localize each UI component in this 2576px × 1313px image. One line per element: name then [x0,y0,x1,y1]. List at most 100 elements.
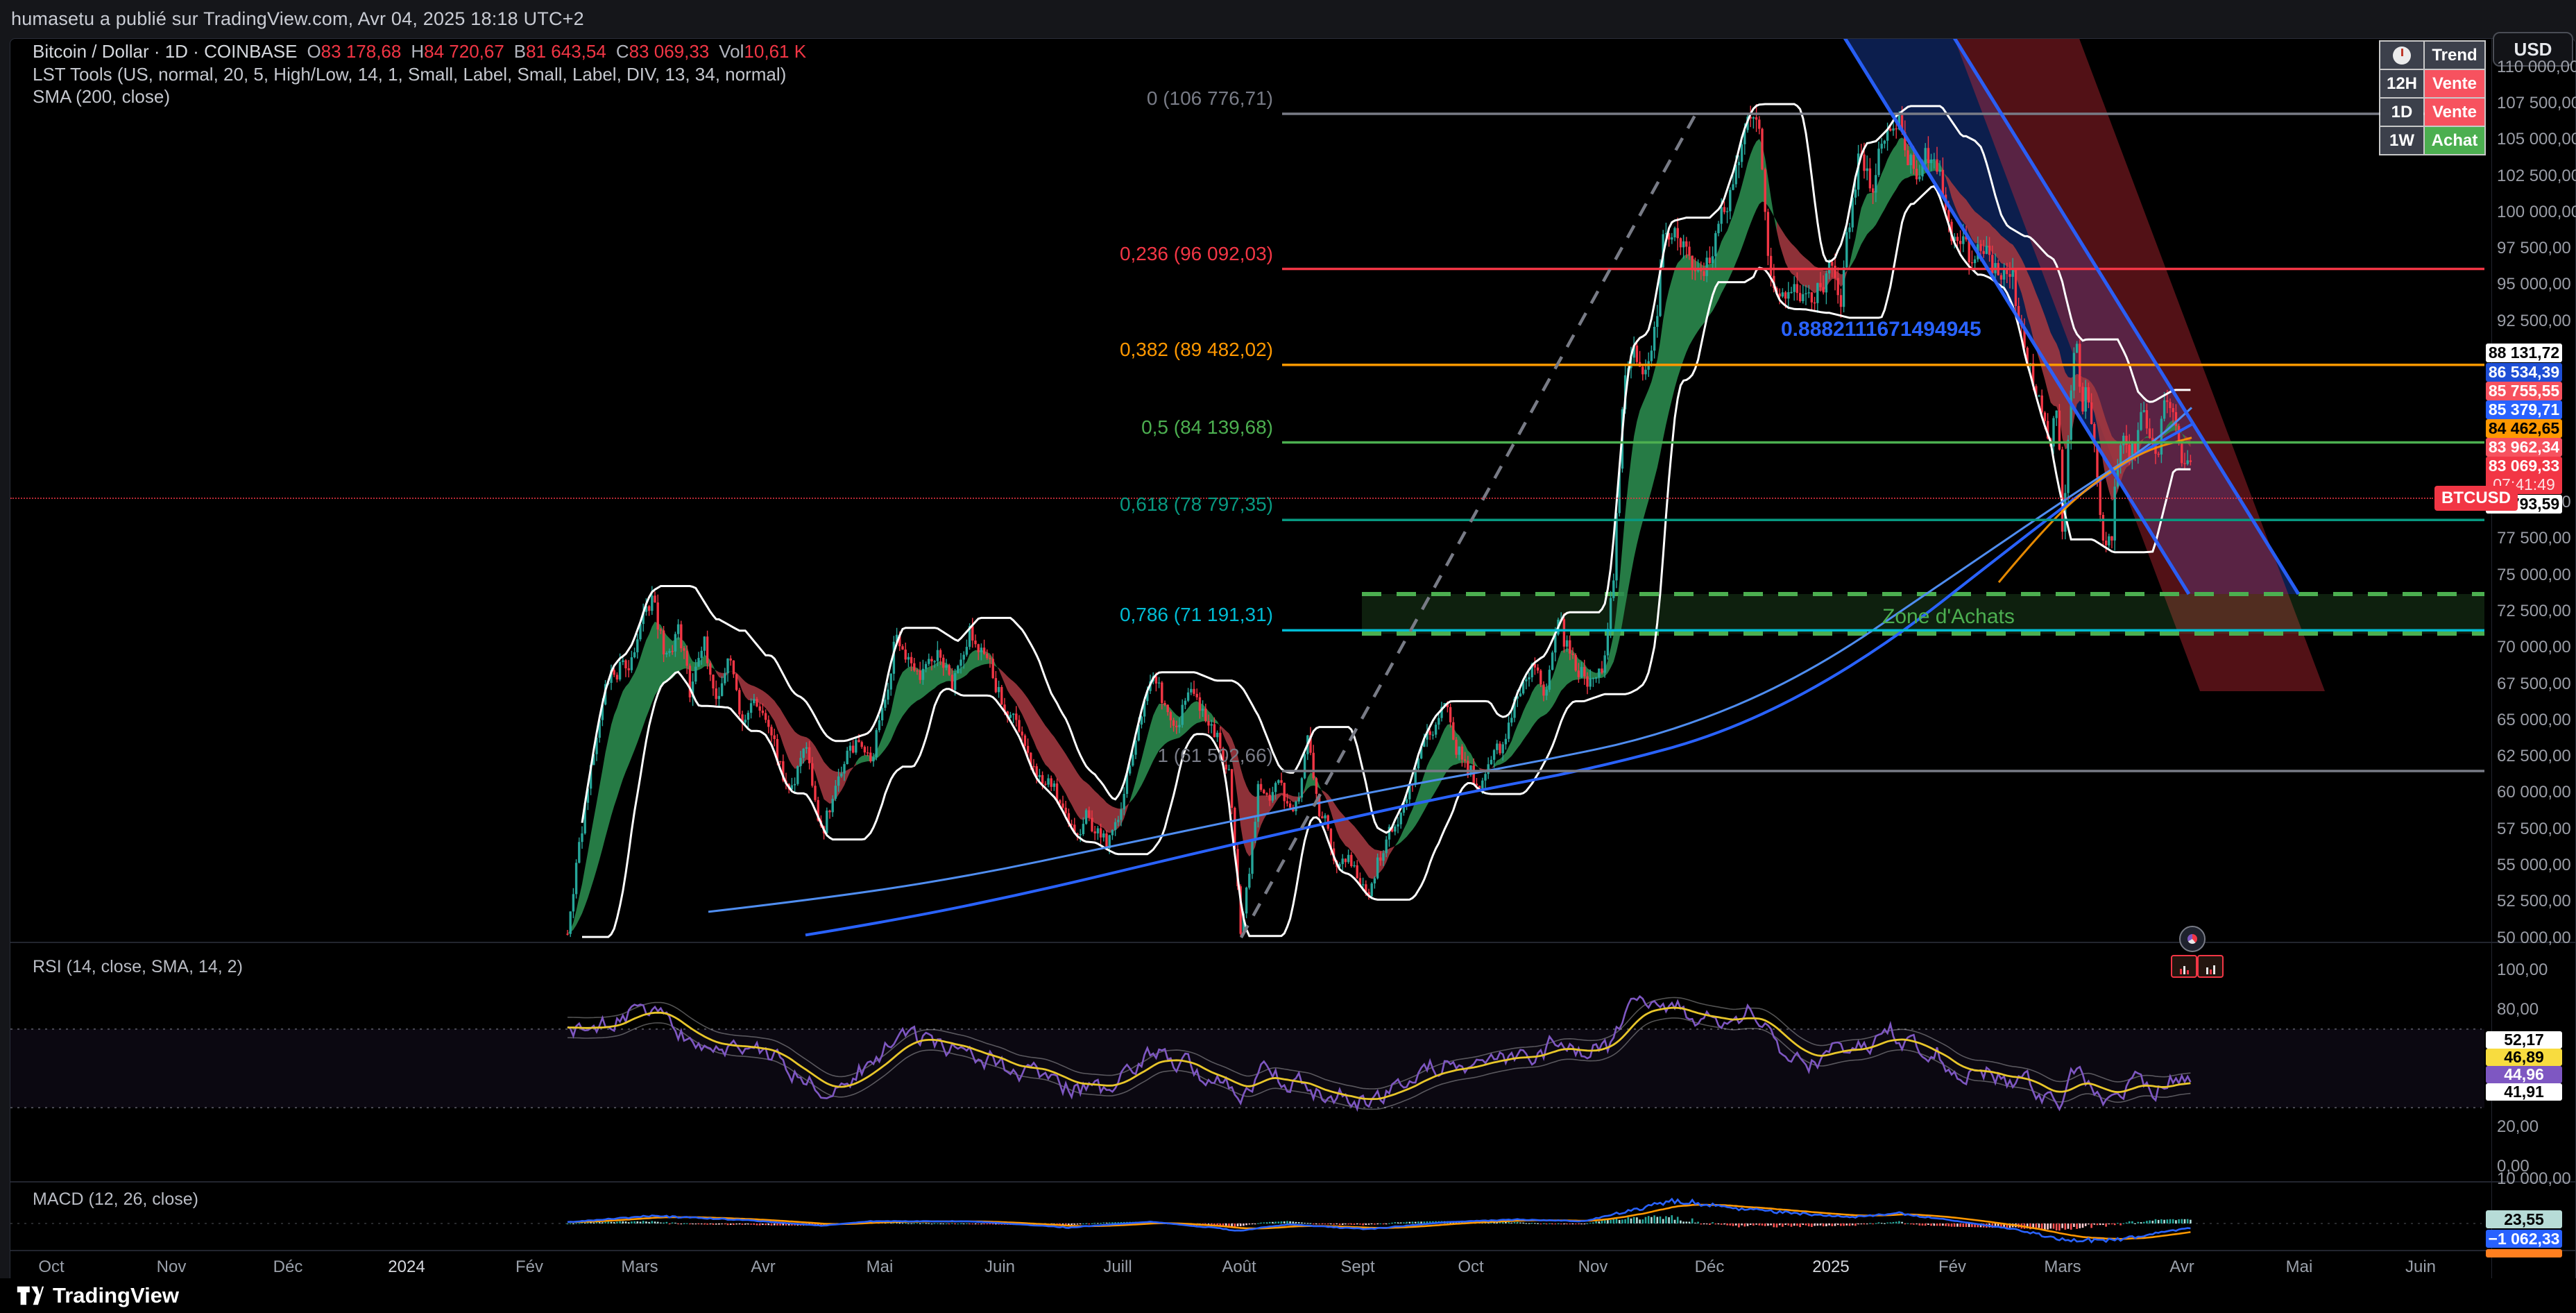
time-axis-label[interactable]: Mars [2044,1257,2081,1276]
chart-area[interactable]: Bitcoin / Dollar · 1D · COINBASE O83 178,… [10,32,2576,1280]
price-tick: 105 000,00 [2497,130,2576,149]
time-axis-label[interactable]: Fév [515,1257,544,1276]
macd-legend[interactable]: MACD (12, 26, close) [33,1189,198,1209]
rsi-pane[interactable] [10,942,2491,1181]
time-axis-label[interactable]: Avr [2169,1257,2194,1276]
price-label: 85 755,55 [2486,382,2562,400]
rsi-tick: 100,00 [2497,960,2548,979]
price-label: 85 379,71 [2486,400,2562,419]
price-tick: 67 500,00 [2497,674,2571,693]
separator-rsi-macd[interactable] [10,1181,2575,1183]
time-axis-label[interactable]: Fév [1938,1257,1967,1276]
legend-sma[interactable]: SMA (200, close) [33,86,170,107]
time-axis-label[interactable]: Déc [1694,1257,1725,1276]
time-axis-label[interactable]: Mai [2285,1257,2313,1276]
fib-level-label[interactable]: 0,618 (78 797,35) [1119,493,1273,516]
legend-ohlc-values: O83 178,68 H84 720,67 B81 643,54 C83 069,33… [297,41,806,62]
time-axis-label[interactable]: Sept [1340,1257,1375,1276]
rsi-value-label: 46,89 [2486,1049,2562,1066]
time-axis-label[interactable]: Nov [1578,1257,1608,1276]
trend-signal-table[interactable]: Trend 12H Vente 1D Vente 1W Achat [2379,40,2486,155]
time-axis-label[interactable]: Mai [866,1257,894,1276]
price-tick: 70 000,00 [2497,638,2571,657]
rsi-legend[interactable]: RSI (14, close, SMA, 14, 2) [33,957,243,976]
current-price-line [10,498,2433,499]
separator-main-rsi[interactable] [10,942,2575,943]
fib-level-label[interactable]: 0,236 (96 092,03) [1119,242,1273,264]
legend-key: H [411,41,425,62]
fib-level-label[interactable]: 0 (106 776,71) [1146,87,1273,109]
buy-zone-label[interactable]: Zone d'Achats [1882,605,2015,628]
tradingview-logo-icon [17,1286,44,1305]
price-label: 84 462,65 [2486,419,2562,438]
price-tick: 77 500,00 [2497,529,2571,548]
rsi-tick: 80,00 [2497,999,2539,1019]
time-axis-label[interactable]: Oct [38,1257,65,1276]
trend-signal-cell[interactable]: Vente [2425,70,2484,97]
price-tick: 62 500,00 [2497,747,2571,766]
legend-value: 10,61 K [744,41,807,62]
symbol-price-tag: BTCUSD [2434,486,2518,511]
rsi-tick: 20,00 [2497,1117,2539,1137]
legend-value: 81 643,54 [526,41,606,62]
legend-symbol[interactable]: Bitcoin / Dollar · 1D · COINBASE [33,41,298,62]
legend-symbol-row[interactable]: Bitcoin / Dollar · 1D · COINBASE O83 178,… [33,41,806,62]
time-axis-label[interactable]: Oct [1458,1257,1484,1276]
tradingview-logo-text: TradingView [53,1283,180,1307]
time-axis-label[interactable]: Déc [273,1257,303,1276]
macd-pane[interactable] [10,1181,2491,1271]
legend-value: 84 720,67 [424,41,504,62]
price-tick: 57 500,00 [2497,819,2571,838]
macd-value-label: 23,55 [2486,1210,2562,1228]
price-tick: 92 500,00 [2497,311,2571,330]
price-tick: 72 500,00 [2497,602,2571,620]
trend-signal-cell[interactable]: Vente [2425,99,2484,126]
price-tick: 102 500,00 [2497,166,2576,185]
macd-tick: 10 000,00 [2497,1169,2571,1188]
price-tick: 55 000,00 [2497,856,2571,874]
fib-level-label[interactable]: 1 (61 502,66) [1157,745,1273,766]
fib-level-label[interactable]: 0,786 (71 191,31) [1119,604,1273,626]
share-header-text: humasetu a publié sur TradingView.com, A… [11,8,584,29]
time-axis-label[interactable]: 2025 [1812,1257,1850,1276]
channel-ratio-label[interactable]: 0.8882111671494945 [1781,318,1981,341]
rsi-tick: 0,00 [2497,1157,2530,1176]
price-tick: 52 500,00 [2497,892,2571,911]
trend-header-cell: Trend [2425,42,2484,69]
time-axis-label[interactable]: Mars [621,1257,658,1276]
time-axis-label[interactable]: Nov [156,1257,187,1276]
time-axis-label[interactable]: Août [1222,1257,1256,1276]
price-tick: 110 000,00 [2497,57,2576,76]
price-tick: 97 500,00 [2497,239,2571,257]
main-price-pane[interactable] [10,39,2491,942]
price-axis-separator[interactable] [2491,39,2492,1279]
price-label: 88 131,72 [2486,344,2562,362]
trend-signal-cell[interactable]: Achat [2425,127,2484,154]
trend-timeframe-cell[interactable]: 1W [2380,127,2423,154]
currency-toggle-button[interactable]: USD [2493,32,2573,67]
price-tick: 100 000,00 [2497,202,2576,221]
fib-level-label[interactable]: 0,5 (84 139,68) [1141,416,1273,438]
trend-timeframe-cell[interactable]: 1D [2380,99,2423,126]
time-axis-label[interactable]: Juill [1103,1257,1132,1276]
legend-key: Vol [719,41,744,62]
reaction-badge-icon[interactable] [2179,926,2206,952]
macd-value-label [2486,1249,2562,1257]
legend-key: C [615,41,629,62]
legend-value: 83 069,33 [629,41,710,62]
price-label: 83 962,34 [2486,438,2562,457]
chart-mini-icon-1[interactable] [2171,955,2197,978]
rsi-value-label: 41,91 [2486,1083,2562,1101]
chart-mini-icon-2[interactable] [2197,955,2224,978]
legend-lst-tools[interactable]: LST Tools (US, normal, 20, 5, High/Low, … [33,64,787,85]
time-axis-label[interactable]: 2024 [388,1257,425,1276]
legend-key: O [307,41,321,62]
clock-icon [2380,42,2423,69]
price-tick: 50 000,00 [2497,928,2571,947]
time-axis-label[interactable]: Avr [751,1257,776,1276]
fib-level-label[interactable]: 0,382 (89 482,02) [1119,338,1273,360]
time-axis-label[interactable]: Juin [2405,1257,2437,1276]
time-axis-label[interactable]: Juin [984,1257,1016,1276]
trend-timeframe-cell[interactable]: 12H [2380,70,2423,97]
